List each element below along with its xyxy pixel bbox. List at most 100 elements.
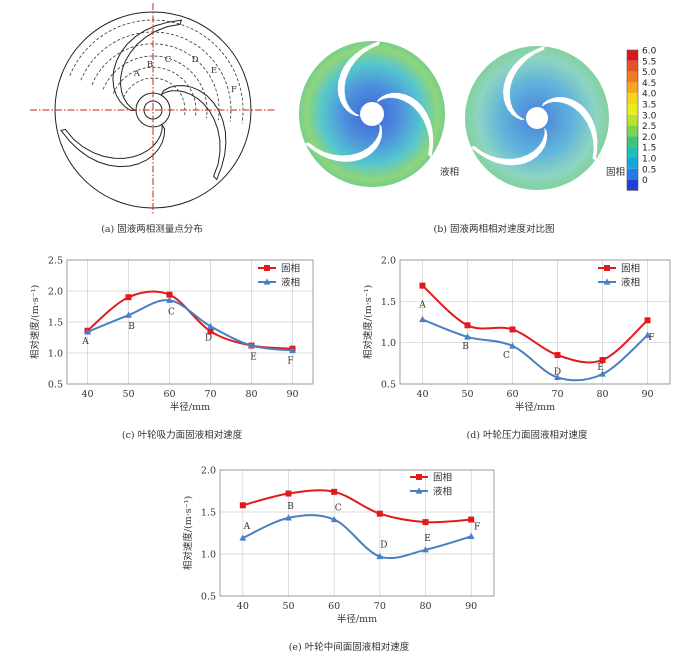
y-tick-label: 1.0	[201, 550, 216, 561]
point-label: F	[287, 357, 293, 367]
chart-caption: (d) 叶轮压力面固液相对速度	[466, 429, 588, 441]
data-point-liquid	[422, 546, 429, 553]
legend-marker-solid	[264, 265, 270, 271]
data-point-solid	[468, 516, 475, 523]
solid-phase-label: 固相	[606, 166, 625, 178]
y-tick-label: 2.5	[48, 256, 63, 267]
y-tick-label: 1.0	[48, 349, 63, 360]
data-point-liquid	[330, 515, 338, 523]
data-point-liquid	[166, 296, 173, 303]
plot-frame	[219, 469, 495, 597]
colorbar-swatch	[627, 168, 638, 180]
data-point-liquid	[599, 370, 606, 377]
x-tick-label: 70	[204, 389, 216, 400]
series-line-solid	[421, 284, 649, 364]
x-axis-label: 半径/mm	[337, 613, 377, 625]
data-point-solid	[644, 317, 651, 324]
colorbar-tick-label: 2.0	[642, 133, 657, 143]
data-point-solid	[239, 502, 246, 509]
data-point-solid	[599, 357, 606, 364]
contour-blade	[541, 97, 598, 161]
point-label: C	[335, 504, 342, 514]
point-label: B	[462, 342, 469, 352]
chart-middle-surface: 0.5 1.0 1.5 2.0 40 50 60 70 80 90 半径/mm 相对速度/(m·s⁻¹…	[182, 466, 495, 653]
series-line-liquid	[422, 318, 649, 382]
colorbar-tick-label: 2.5	[642, 122, 656, 132]
colorbar-swatch	[627, 50, 638, 61]
chart-suction-surface: 0.5 1.0 1.5 2.0 2.5 40 50 60 70 80 90 半径/mm 相对速度/(m·…	[29, 256, 314, 441]
y-tick-label: 1.5	[381, 297, 396, 308]
colorbar-tick-label: 1.5	[642, 144, 656, 154]
x-tick-label: 50	[282, 601, 294, 612]
liquid-contour-hub	[360, 102, 384, 126]
point-label: F	[474, 522, 480, 532]
colorbar-tick-label: 1.0	[642, 155, 657, 165]
series-line-liquid	[87, 299, 293, 352]
data-point-liquid	[554, 373, 561, 380]
data-point-liquid	[376, 552, 384, 560]
impeller-blade	[112, 19, 183, 112]
point-label: A	[243, 522, 251, 532]
series-line-solid	[242, 489, 472, 524]
chart-caption: (c) 叶轮吸力面固液相对速度	[122, 429, 243, 441]
data-point-liquid	[467, 532, 475, 539]
data-point-liquid	[125, 311, 132, 318]
point-label-b: B	[147, 60, 153, 70]
colorbar-swatch	[627, 136, 638, 148]
liquid-contour-blades	[304, 40, 434, 162]
measurement-path-arc	[123, 77, 186, 115]
colorbar-tick-label: 4.5	[642, 79, 656, 89]
colorbar-tick-label: 3.5	[642, 101, 656, 111]
data-point-solid	[125, 294, 132, 301]
x-tick-label: 70	[374, 601, 386, 612]
data-point-solid	[285, 490, 292, 497]
colorbar-swatch	[627, 114, 638, 126]
data-point-solid	[166, 291, 173, 298]
x-tick-label: 60	[328, 601, 340, 612]
legend-marker-solid	[416, 474, 422, 480]
liquid-phase-label: 液相	[440, 166, 459, 178]
solid-contour-blades	[470, 45, 598, 166]
series-line-liquid	[242, 514, 472, 560]
x-tick-label: 40	[237, 601, 249, 612]
colorbar-swatch	[627, 82, 638, 94]
impeller-blades	[60, 19, 227, 181]
y-tick-label: 0.5	[48, 380, 63, 391]
x-tick-label: 90	[641, 389, 653, 400]
y-tick-label: 1.5	[48, 318, 63, 329]
data-point-liquid	[239, 534, 247, 541]
colorbar-swatch	[627, 179, 638, 191]
point-label: B	[128, 322, 135, 332]
point-label: A	[418, 301, 426, 311]
x-axis-label: 半径/mm	[515, 401, 555, 413]
legend-label: 液相	[621, 277, 640, 289]
chart-caption: (e) 叶轮中间面固液相对速度	[289, 641, 410, 653]
point-label-c: C	[165, 55, 172, 65]
y-axis-label: 相对速度/(m·s⁻¹)	[182, 496, 194, 570]
data-point-solid	[422, 519, 429, 526]
legend-label: 液相	[433, 486, 452, 498]
point-label: E	[424, 534, 431, 544]
x-tick-label: 60	[506, 389, 518, 400]
point-label: F	[648, 333, 654, 343]
colorbar-swatch	[627, 158, 638, 169]
x-tick-label: 80	[245, 389, 257, 400]
y-axis-label: 相对速度/(m·s⁻¹)	[362, 285, 374, 359]
contour-blade	[470, 127, 548, 166]
data-point-liquid	[509, 342, 516, 349]
colorbar-tick-label: 3.0	[642, 111, 657, 121]
data-point-solid	[419, 282, 426, 289]
y-tick-label: 0.5	[201, 592, 216, 603]
measurement-paths	[69, 19, 244, 124]
x-tick-label: 60	[163, 389, 175, 400]
velocity-contour-comparison: 液相 固相 6.05.55.04.54.03.53.02.52.01.51.00…	[299, 40, 657, 235]
x-tick-label: 90	[465, 601, 477, 612]
point-label: C	[168, 307, 175, 317]
measurement-point-labels: AB C D E F	[133, 55, 237, 95]
point-label: B	[287, 502, 294, 512]
data-point-liquid	[248, 341, 255, 349]
colorbar-frame	[626, 49, 639, 191]
y-tick-label: 2.0	[201, 466, 216, 477]
legend-marker-liquid	[263, 278, 271, 285]
